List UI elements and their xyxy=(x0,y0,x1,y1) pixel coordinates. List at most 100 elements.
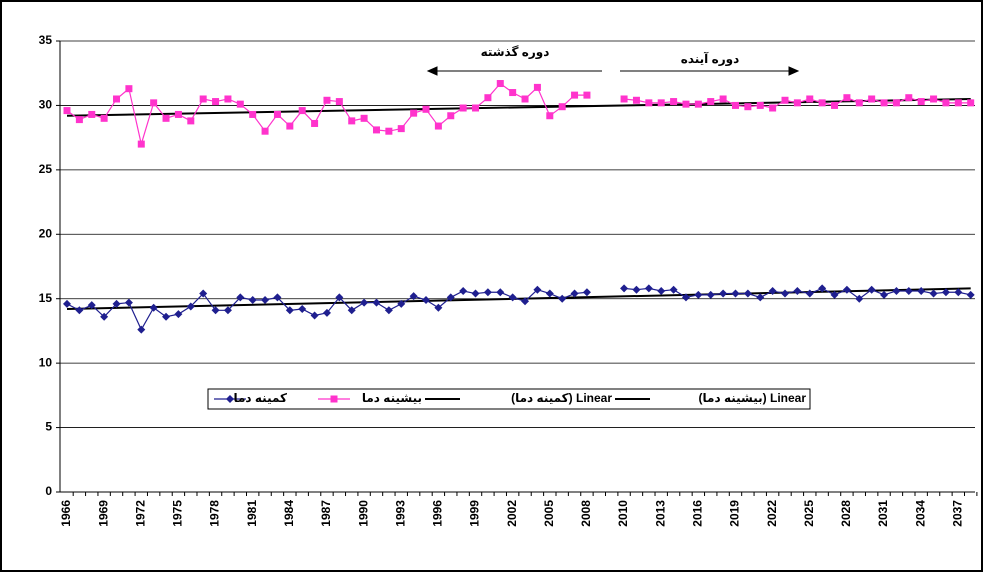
point xyxy=(743,289,752,298)
point xyxy=(137,140,145,148)
point xyxy=(905,94,913,102)
point xyxy=(533,83,541,91)
point xyxy=(682,100,690,108)
y-tick-label: 20 xyxy=(39,226,53,240)
point xyxy=(657,286,666,295)
point xyxy=(186,302,195,311)
point xyxy=(149,303,158,312)
point xyxy=(124,298,133,307)
point xyxy=(731,101,739,109)
legend-label: Linear (بیشینه دما) xyxy=(699,391,807,405)
point xyxy=(162,114,170,122)
point xyxy=(843,94,851,102)
point xyxy=(212,98,220,106)
point xyxy=(954,288,963,297)
y-tick-label: 25 xyxy=(39,162,53,176)
point xyxy=(75,306,84,315)
point xyxy=(930,95,938,103)
point xyxy=(459,104,467,112)
point xyxy=(867,285,876,294)
point xyxy=(966,290,975,299)
point xyxy=(100,312,109,321)
point xyxy=(546,112,554,120)
point xyxy=(744,103,752,111)
point xyxy=(929,289,938,298)
point xyxy=(434,303,443,312)
point xyxy=(706,290,715,299)
point xyxy=(967,99,975,107)
point xyxy=(818,284,827,293)
point xyxy=(372,126,380,134)
x-tick-label: 2010 xyxy=(616,500,630,527)
point xyxy=(806,95,814,103)
point xyxy=(508,293,517,302)
point xyxy=(384,306,393,315)
point xyxy=(199,289,208,298)
point xyxy=(125,85,133,93)
point xyxy=(261,296,270,305)
point xyxy=(892,286,901,295)
x-tick-label: 1969 xyxy=(96,500,110,527)
x-tick-label: 1978 xyxy=(208,500,222,527)
annotation: دوره آینده xyxy=(681,51,739,67)
x-tick-label: 2037 xyxy=(950,500,964,527)
point xyxy=(681,293,690,302)
point xyxy=(645,99,653,107)
point xyxy=(87,301,96,310)
point xyxy=(273,110,281,118)
point xyxy=(409,292,418,301)
point xyxy=(521,95,529,103)
point xyxy=(781,96,789,104)
point xyxy=(323,96,331,104)
point xyxy=(756,101,764,109)
trendline xyxy=(66,287,971,311)
point xyxy=(583,91,591,99)
point xyxy=(335,98,343,106)
point xyxy=(496,288,505,297)
legend-label: Linear (کمینه دما) xyxy=(511,391,612,405)
point xyxy=(360,298,369,307)
point xyxy=(571,91,579,99)
point xyxy=(731,289,740,298)
point xyxy=(632,96,640,104)
point xyxy=(472,104,480,112)
x-tick-label: 1984 xyxy=(282,500,296,527)
x-tick-label: 2016 xyxy=(691,500,705,527)
x-tick-label: 1975 xyxy=(171,500,185,527)
point xyxy=(112,299,121,308)
x-tick-label: 1993 xyxy=(393,500,407,527)
point xyxy=(496,80,504,88)
point xyxy=(471,289,480,298)
point xyxy=(694,100,702,108)
point xyxy=(707,98,715,106)
point xyxy=(805,289,814,298)
point xyxy=(657,99,665,107)
x-tick-label: 2005 xyxy=(542,500,556,527)
point xyxy=(310,311,319,320)
x-tick-label: 1981 xyxy=(245,500,259,527)
point xyxy=(137,325,146,334)
x-tick-label: 2031 xyxy=(876,500,890,527)
point xyxy=(150,99,158,107)
point xyxy=(174,310,183,319)
point xyxy=(348,117,356,125)
point xyxy=(113,95,121,103)
point xyxy=(509,89,517,97)
point xyxy=(162,312,171,321)
point xyxy=(880,99,888,107)
point xyxy=(298,305,307,314)
point xyxy=(545,289,554,298)
y-tick-label: 15 xyxy=(39,291,53,305)
point xyxy=(298,107,306,115)
legend: کمینه دما بیشینه دما Linear (کمینه دما) Lin… xyxy=(207,388,811,410)
point xyxy=(446,293,455,302)
point xyxy=(249,110,257,118)
point xyxy=(447,112,455,120)
point xyxy=(236,100,244,108)
point xyxy=(669,285,678,294)
point xyxy=(917,286,926,295)
point xyxy=(322,308,331,317)
point xyxy=(719,289,728,298)
point xyxy=(88,110,96,118)
